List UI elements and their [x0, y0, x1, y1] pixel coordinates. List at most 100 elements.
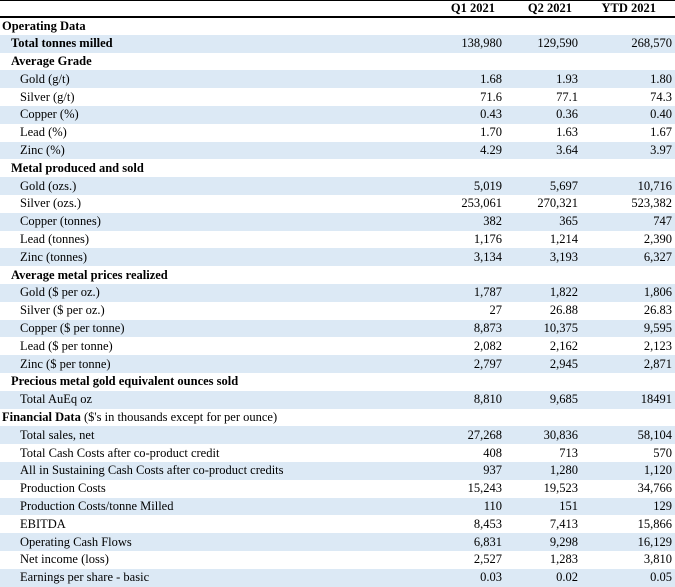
- cell-ytd-2021: 2,871: [643, 356, 672, 371]
- row-label-text: Copper (tonnes): [20, 214, 101, 229]
- cell-q2-2021: 30,836: [543, 427, 578, 442]
- row-label-text: Silver (ozs.): [20, 196, 82, 211]
- cell-ytd-2021: 34,766: [637, 481, 672, 496]
- cell-ytd-2021: 3.97: [650, 142, 672, 157]
- row-label-text: Zinc ($ per tonne): [20, 356, 111, 371]
- cell-q1-2021: 1.70: [480, 125, 502, 140]
- table-row: Metal produced and sold: [0, 159, 675, 177]
- cell-q2-2021: 2,162: [549, 338, 578, 353]
- row-label: Total tonnes milled: [0, 35, 362, 53]
- row-label-text: Production Costs/tonne Milled: [20, 498, 174, 513]
- cell-ytd-2021: 2,123: [643, 338, 672, 353]
- table-row: Zinc (tonnes) 3,134 3,193 6,327: [0, 248, 675, 267]
- row-label-text: Production Costs: [20, 481, 106, 496]
- cell-q2-2021: 10,375: [543, 320, 578, 335]
- cell-q2-2021: 713: [559, 445, 578, 460]
- row-label-text: Metal produced and sold: [11, 160, 144, 175]
- row-label-note: ($'s in thousands except for per ounce): [80, 409, 278, 424]
- table-row: Lead (tonnes) 1,176 1,214 2,390: [0, 231, 675, 249]
- cell-q1-2021: 2,527: [473, 552, 502, 567]
- row-label-text: Copper ($ per tonne): [20, 320, 125, 335]
- cell-q2-2021: 9,298: [549, 534, 578, 549]
- cell-q1-2021: 4.29: [480, 142, 502, 157]
- table-row: All in Sustaining Cash Costs after co-pr…: [0, 461, 675, 480]
- table-row: Gold (g/t) 1.68 1.93 1.80: [0, 70, 675, 89]
- row-label: Gold ($ per oz.): [0, 284, 362, 302]
- table-row: Total AuEq oz 8,810 9,685 18491: [0, 390, 675, 409]
- cell-q2-2021: 2,945: [549, 356, 578, 371]
- cell-ytd-2021: 0.05: [650, 570, 672, 585]
- row-label: EBITDA: [0, 515, 362, 533]
- row-label: Zinc (tonnes): [0, 248, 362, 266]
- table-row: Average Grade: [0, 53, 675, 71]
- column-header-q2-2021: Q2 2021: [527, 1, 572, 15]
- row-label: Total sales, net: [0, 426, 362, 444]
- cell-q1-2021: 6,831: [473, 534, 502, 549]
- cell-ytd-2021: 747: [653, 214, 672, 229]
- cell-q1-2021: 382: [483, 214, 502, 229]
- cell-ytd-2021: 268,570: [631, 36, 672, 51]
- cell-ytd-2021: 15,866: [637, 516, 672, 531]
- column-header-blank: [0, 1, 362, 18]
- row-label-text: Total tonnes milled: [11, 36, 113, 51]
- table-row: Net income (loss) 2,527 1,283 3,810: [0, 551, 675, 569]
- cell-ytd-2021: 58,104: [637, 427, 672, 442]
- cell-q2-2021: 0.36: [556, 107, 578, 122]
- row-label: Zinc (%): [0, 142, 362, 160]
- cell-q1-2021: [362, 409, 502, 427]
- row-label-text: Zinc (%): [20, 142, 65, 157]
- row-label: Silver (ozs.): [0, 195, 362, 213]
- cell-q1-2021: [362, 373, 502, 391]
- cell-q1-2021: 2,797: [473, 356, 502, 371]
- cell-ytd-2021: 523,382: [631, 196, 672, 211]
- row-label-text: Financial Data: [2, 409, 81, 424]
- row-label: Average Grade: [0, 53, 362, 71]
- table-row: Production Costs 15,243 19,523 34,766: [0, 480, 675, 498]
- cell-ytd-2021: [578, 17, 675, 35]
- table-row: Copper (%) 0.43 0.36 0.40: [0, 105, 675, 124]
- cell-q1-2021: 253,061: [461, 196, 502, 211]
- row-label-text: Gold (ozs.): [20, 178, 77, 193]
- cell-q1-2021: 1,787: [473, 285, 502, 300]
- table-row: EBITDA 8,453 7,413 15,866: [0, 515, 675, 533]
- cell-q2-2021: [502, 266, 578, 284]
- table-row: Average metal prices realized: [0, 266, 675, 284]
- cell-q2-2021: 3,193: [549, 249, 578, 264]
- column-header-ytd-2021: YTD 2021: [601, 1, 656, 15]
- row-label-text: Operating Data: [2, 18, 86, 33]
- cell-ytd-2021: 1.80: [650, 71, 672, 86]
- row-label-text: Operating Cash Flows: [20, 534, 132, 549]
- cell-ytd-2021: 6,327: [643, 249, 672, 264]
- cell-ytd-2021: 1,806: [643, 285, 672, 300]
- table-row: Financial Data ($'s in thousands except …: [0, 409, 675, 427]
- table-row: Precious metal gold equivalent ounces so…: [0, 373, 675, 391]
- cell-q2-2021: [502, 409, 578, 427]
- row-label-text: Net income (loss): [20, 552, 109, 567]
- row-label-text: Gold ($ per oz.): [20, 285, 100, 300]
- row-label-text: Average metal prices realized: [11, 267, 168, 282]
- cell-q2-2021: 151: [559, 498, 578, 513]
- row-label: Copper ($ per tonne): [0, 320, 362, 338]
- row-label: Earnings per share - basic: [0, 569, 362, 587]
- table-row: Operating Data: [0, 17, 675, 35]
- table-row: Gold ($ per oz.) 1,787 1,822 1,806: [0, 283, 675, 302]
- table-row: Total Cash Costs after co-product credit…: [0, 444, 675, 462]
- row-label: Operating Data: [0, 17, 362, 35]
- table-row: Total tonnes milled 138,980 129,590 268,570: [0, 34, 675, 53]
- row-label-text: All in Sustaining Cash Costs after co-pr…: [20, 463, 284, 478]
- cell-q2-2021: 1,280: [549, 463, 578, 478]
- cell-q2-2021: [502, 159, 578, 177]
- column-header-row: Q1 2021 Q2 2021 YTD 2021: [0, 1, 675, 18]
- cell-q2-2021: 9,685: [549, 392, 578, 407]
- cell-ytd-2021: 1,120: [643, 463, 672, 478]
- row-label-text: EBITDA: [20, 516, 66, 531]
- cell-q2-2021: 129,590: [537, 36, 578, 51]
- table-row: Total sales, net 27,268 30,836 58,104: [0, 426, 675, 445]
- cell-ytd-2021: [578, 53, 675, 71]
- table-row: Gold (ozs.) 5,019 5,697 10,716: [0, 177, 675, 195]
- row-label-text: Earnings per share - basic: [20, 570, 150, 585]
- cell-ytd-2021: 18491: [640, 392, 672, 407]
- table-row: Zinc (%) 4.29 3.64 3.97: [0, 141, 675, 160]
- cell-q1-2021: 27: [489, 303, 503, 318]
